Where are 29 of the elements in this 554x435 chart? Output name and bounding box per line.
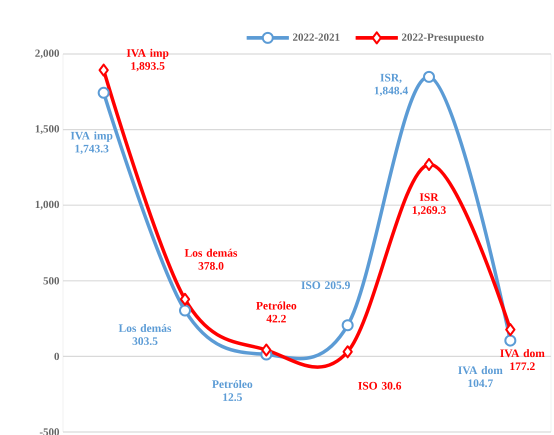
- data-label: ISR 1,269.3: [412, 193, 446, 216]
- point: [504, 334, 516, 347]
- point: [98, 64, 109, 77]
- data-label: Petróleo 42.2: [256, 301, 296, 323]
- data-label: ISO 205.9: [301, 281, 350, 290]
- legend-label: 2022-Presupuesto: [402, 33, 484, 44]
- point: [261, 344, 272, 357]
- point: [424, 158, 434, 171]
- y-tick-label: 500: [43, 277, 60, 284]
- data-label: Petróleo 12.5: [212, 380, 252, 402]
- legend-label: 2022-2021: [292, 33, 340, 41]
- data-label: IVA imp 1,743.3: [70, 131, 112, 154]
- point: [342, 319, 354, 332]
- data-label: IVA imp 1,893.5: [126, 48, 168, 72]
- y-tick-label: 1,500: [36, 125, 60, 134]
- data-label: ISO 30.6: [358, 382, 402, 390]
- point: [98, 86, 110, 99]
- y-tick-label: 0: [54, 352, 60, 360]
- y-tick-label: 1,000: [36, 200, 60, 210]
- point: [342, 345, 353, 358]
- data-label: Los demás 378.0: [184, 248, 238, 270]
- point: [179, 304, 191, 317]
- point: [423, 70, 436, 83]
- data-label: ISR, 1,848.4: [374, 74, 408, 96]
- point: [505, 323, 516, 336]
- data-label: Los demás 303.5: [118, 324, 172, 346]
- data-label: IVA dom 104.7: [458, 366, 503, 388]
- point: [180, 292, 190, 306]
- y-tick-label: 2,000: [35, 50, 60, 58]
